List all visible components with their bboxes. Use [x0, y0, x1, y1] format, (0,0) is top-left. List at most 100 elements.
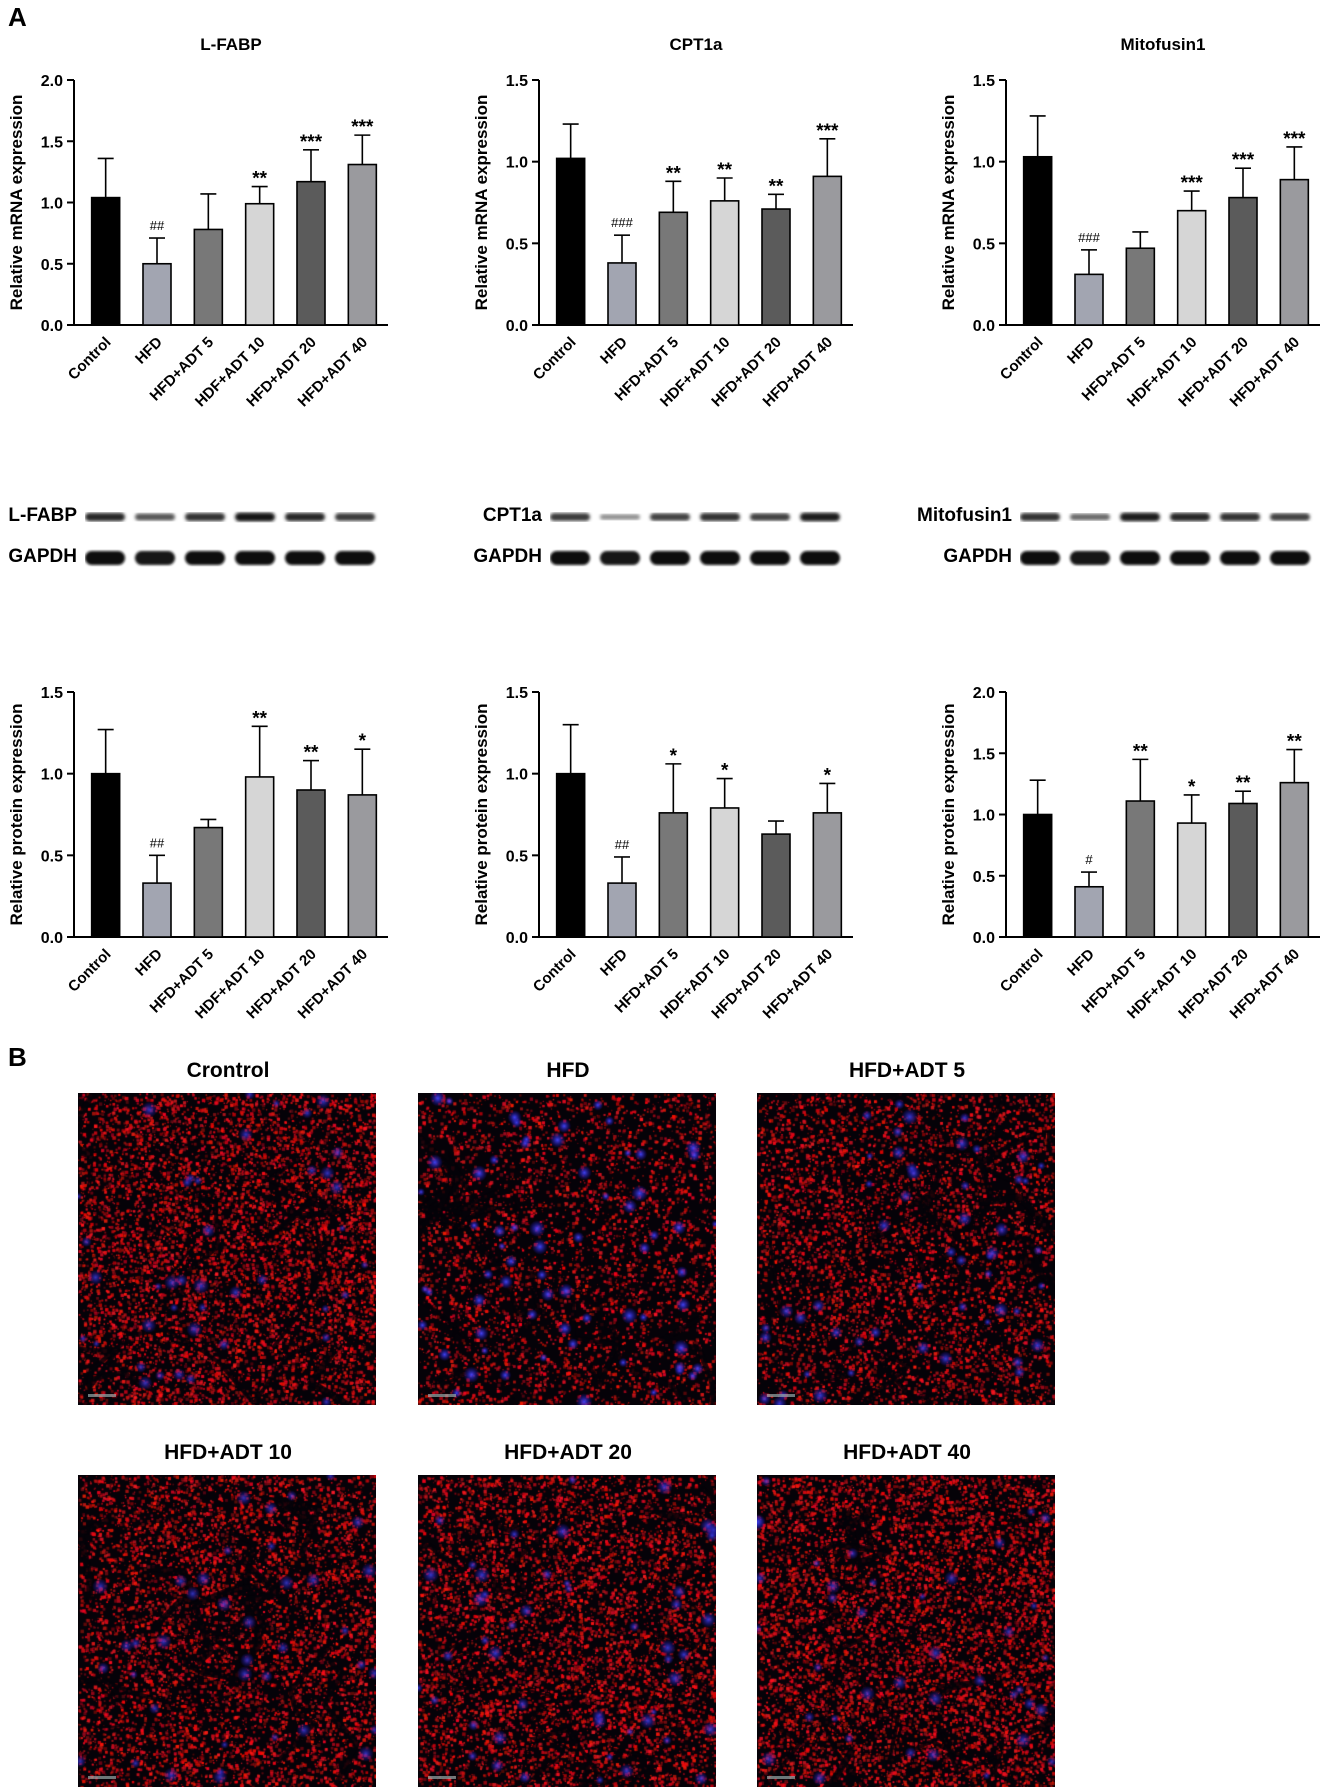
significance-label: *: [359, 731, 367, 752]
micrograph-title: HFD+ADT 20: [504, 1441, 632, 1464]
bar-chart-1: L-FABP Relative mRNA expression 0.0 0.5 1.0 1…: [7, 35, 388, 410]
y-tick-label: 0.0: [41, 318, 63, 335]
y-tick-label: 1.0: [973, 808, 995, 825]
y-tick-label: 1.0: [41, 767, 63, 784]
y-tick-label: 1.5: [41, 134, 63, 151]
category-label: HFD: [132, 334, 166, 368]
y-tick-label: 2.0: [41, 73, 63, 90]
bar-6: [347, 794, 378, 938]
blot-band-2: [135, 551, 175, 565]
blot-band-2: [1070, 551, 1110, 565]
blot-band-1: [1020, 551, 1060, 565]
blot-label-loading: GAPDH: [8, 546, 77, 567]
y-tick-label: 0.5: [506, 848, 528, 865]
significance-label: ##: [150, 835, 165, 850]
blot-band-3: [650, 551, 690, 565]
bar-2: [607, 262, 637, 326]
significance-label: **: [1287, 732, 1302, 753]
chart-title: CPT1a: [670, 35, 723, 54]
y-tick-label: 0.5: [973, 869, 995, 886]
blot-band-6: [335, 513, 375, 521]
y-axis-label: Relative mRNA expression: [7, 95, 26, 311]
category-label: Control: [530, 946, 580, 996]
micrograph-image: [78, 1093, 376, 1405]
blot-band-3: [185, 551, 225, 565]
bar-3: [1125, 800, 1156, 938]
y-tick-label: 0.0: [506, 318, 528, 335]
bar-2: [607, 882, 637, 938]
category-label: HFD: [1064, 946, 1098, 980]
significance-label: **: [252, 169, 267, 190]
micrograph-title: HFD: [546, 1059, 590, 1082]
bar-4: [709, 807, 740, 938]
significance-label: **: [252, 708, 267, 729]
micrograph-title: HFD+ADT 10: [164, 1441, 292, 1464]
blot-loading-GAPDH: [1020, 551, 1310, 565]
bar-3: [1125, 247, 1156, 326]
bar-3: [658, 812, 689, 938]
blot-band-3: [1120, 551, 1160, 565]
bar-3: [193, 228, 224, 326]
y-axis-label: Relative protein expression: [7, 703, 26, 925]
micrograph-title: HFD+ADT 5: [848, 1059, 966, 1082]
category-label: Control: [997, 334, 1047, 384]
bar-5: [296, 180, 326, 326]
significance-label: **: [666, 163, 681, 184]
blot-band-4: [235, 512, 275, 522]
chart-title: Mitofusin1: [1121, 35, 1206, 54]
blot-label-target: CPT1a: [482, 505, 542, 526]
blot-band-2: [1070, 513, 1110, 521]
blot-band-4: [1170, 512, 1210, 522]
significance-label: **: [1133, 741, 1148, 762]
significance-label: ***: [816, 121, 839, 142]
micrograph-image: [418, 1093, 716, 1405]
category-label: Control: [65, 334, 115, 384]
blot-label-loading: GAPDH: [943, 546, 1012, 567]
blot-band-3: [185, 513, 225, 521]
blot-label-target: L-FABP: [8, 505, 77, 526]
micrograph-image: [78, 1475, 376, 1787]
bar-4: [1176, 822, 1207, 938]
blot-band-5: [750, 551, 790, 565]
y-tick-label: 0.0: [973, 318, 995, 335]
blot-band-5: [1220, 551, 1260, 565]
bar-1: [1022, 813, 1053, 938]
blot-band-6: [800, 512, 840, 522]
bar-2: [1074, 885, 1104, 938]
blot-band-4: [1170, 551, 1210, 565]
bar-3: [193, 826, 224, 938]
blot-band-1: [85, 551, 125, 565]
blot-target-L-FABP: [85, 512, 375, 522]
bar-5: [1228, 802, 1258, 938]
y-tick-label: 0.5: [41, 257, 63, 274]
chart-title: L-FABP: [200, 35, 261, 54]
bar-2: [1074, 273, 1104, 326]
significance-label: **: [1236, 773, 1251, 794]
category-label: HFD: [597, 946, 631, 980]
y-tick-label: 1.5: [506, 73, 528, 90]
y-axis-label: Relative mRNA expression: [939, 95, 958, 311]
blot-target-CPT1a: [550, 512, 840, 522]
y-tick-label: 1.5: [973, 73, 995, 90]
category-label: Control: [997, 946, 1047, 996]
blot-band-3: [1120, 512, 1160, 522]
panel-label-a: A: [8, 2, 27, 32]
blot-band-5: [1220, 513, 1260, 521]
significance-label: *: [670, 746, 678, 767]
y-tick-label: 0.5: [973, 236, 995, 253]
bar-1: [555, 157, 586, 326]
significance-label: **: [717, 160, 732, 181]
bar-2: [142, 262, 172, 326]
y-tick-label: 1.0: [506, 155, 528, 172]
bar-5: [296, 789, 326, 938]
bar-1: [90, 772, 121, 938]
micrograph-title: Crontrol: [186, 1059, 270, 1082]
blot-band-6: [1270, 551, 1310, 565]
category-label: HFD: [597, 334, 631, 368]
blot-band-4: [700, 551, 740, 565]
bar-chart-3: Mitofusin1 Relative mRNA expression 0.0 0.5…: [939, 35, 1320, 410]
y-tick-label: 1.0: [41, 196, 63, 213]
y-tick-label: 1.5: [506, 685, 528, 702]
y-tick-label: 0.0: [506, 930, 528, 947]
bar-chart-6: Relative protein expression 0.0 0.5 1.0 1.5 2…: [939, 685, 1320, 1022]
